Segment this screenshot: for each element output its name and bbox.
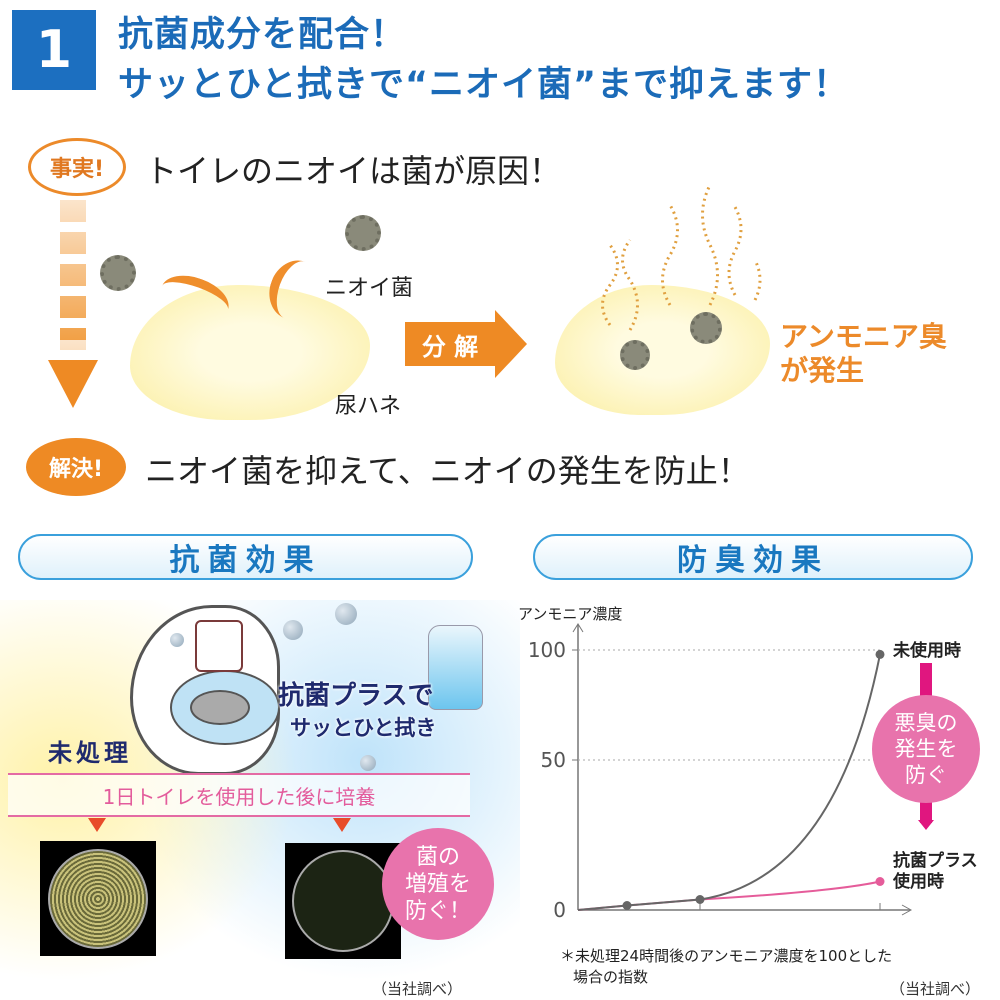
decompose-arrow: 分 解 <box>405 322 495 366</box>
series-label-untreated: 未使用時 <box>893 641 961 661</box>
callout-line2: 増殖を <box>404 871 471 897</box>
callout-line1: 菌の <box>415 844 460 870</box>
section-number-badge: 1 <box>12 10 96 90</box>
urine-label: 尿ハネ <box>335 394 402 419</box>
headline-line1: 抗菌成分を配合！ <box>118 15 407 55</box>
arrow-down-icon <box>918 820 934 830</box>
footnote-line1: ＊未処理24時間後のアンモニア濃度を100とした <box>560 947 893 965</box>
ammonia-chart: 0501004h8h24h <box>528 623 913 920</box>
ammonia-result-line1: アンモニア臭 <box>780 320 947 353</box>
ammonia-splash-illustration <box>555 285 770 415</box>
prevent-growth-callout: 菌の 増殖を 防ぐ！ <box>382 828 494 940</box>
y-axis-arrow-icon <box>572 623 584 633</box>
germ-icon <box>620 340 650 370</box>
data-point <box>875 649 885 659</box>
headline-line2: サッとひと拭きで“ニオイ菌”まで抑えます！ <box>118 65 849 105</box>
chart-y-label: アンモニア濃度 <box>518 605 623 623</box>
petri-dish-treated-photo <box>285 843 401 959</box>
urine-splash-illustration <box>130 285 370 420</box>
petri-dish-untreated-photo <box>40 841 156 956</box>
fact-text: トイレのニオイは菌が原因！ <box>145 152 562 190</box>
flow-arrow <box>60 200 86 360</box>
bubble-face-icon <box>335 603 357 625</box>
toilet-seat-ring <box>170 670 280 745</box>
bubble-face-icon <box>170 633 184 647</box>
arrow-down-icon <box>48 360 98 408</box>
footnote-line2: 場合の指数 <box>573 968 649 986</box>
bubble-face-icon <box>283 620 303 640</box>
x-axis-arrow-icon <box>901 904 913 916</box>
solution-text: ニオイ菌を抑えて、ニオイの発生を防止！ <box>145 452 750 490</box>
toilet-hole <box>190 690 250 725</box>
treated-label-line1: 抗菌プラスで <box>278 681 434 711</box>
germ-icon <box>690 312 722 344</box>
ammonia-result-line2: が発生 <box>780 354 865 387</box>
data-point <box>695 895 705 904</box>
germ-icon <box>100 255 136 291</box>
arrow-down-icon <box>88 818 106 832</box>
fact-badge: 事実! <box>28 138 126 196</box>
arrow-down-icon <box>333 818 351 832</box>
ammonia-result-text: アンモニア臭 が発生 <box>780 320 947 388</box>
series-label-treated: 抗菌プラス 使用時 <box>893 851 978 893</box>
callout-line3: 防ぐ！ <box>404 898 471 924</box>
source-note: （当社調べ） <box>890 980 981 998</box>
culture-band: 1日トイレを使用した後に培養 <box>8 773 470 817</box>
arrow-right-icon <box>495 310 527 378</box>
y-tick-label: 0 <box>553 898 566 920</box>
series-label-treated-line1: 抗菌プラス <box>893 851 978 871</box>
toilet-paper-character <box>195 620 243 672</box>
solution-badge: 解決! <box>26 438 126 496</box>
germ-icon <box>345 215 381 251</box>
series-line <box>577 654 881 911</box>
callout-line1: 悪臭の <box>894 711 958 735</box>
treated-label-line2: サッとひと拭き <box>290 716 437 740</box>
source-note: （当社調べ） <box>372 980 463 998</box>
bubble-face-icon <box>360 755 376 771</box>
treated-label: 抗菌プラスで サッとひと拭き <box>278 675 436 742</box>
y-tick-label: 50 <box>541 748 566 772</box>
data-point <box>875 877 885 886</box>
odor-wave-icon <box>601 185 762 331</box>
callout-line2: 発生を <box>894 737 958 761</box>
data-point <box>622 901 632 910</box>
y-tick-label: 100 <box>528 638 566 662</box>
prevent-odor-callout: 悪臭の 発生を 防ぐ <box>872 695 980 803</box>
antibacterial-heading: 抗菌効果 <box>18 534 473 580</box>
germ-label: ニオイ菌 <box>325 276 414 301</box>
spray-bottle-illustration <box>428 625 483 710</box>
series-label-treated-line2: 使用時 <box>893 872 944 892</box>
untreated-label: 未処理 <box>48 739 132 767</box>
deodorant-heading: 防臭効果 <box>533 534 973 580</box>
callout-line3: 防ぐ <box>905 763 947 787</box>
